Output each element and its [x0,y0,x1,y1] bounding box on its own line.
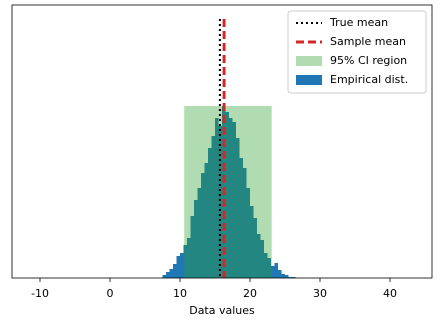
histogram-bar [204,163,208,278]
x-tick-label: 10 [173,287,187,300]
histogram-bar [194,200,198,278]
histogram-bar [169,269,173,278]
histogram-bar [215,118,219,278]
histogram-bar [274,263,278,278]
legend-label: True mean [329,16,388,29]
legend-box [287,10,427,94]
x-axis-label: Data values [189,304,255,317]
histogram-bar [250,206,254,278]
histogram-bar [166,272,170,278]
x-tick-label: 20 [243,287,257,300]
histogram-bar [253,218,257,278]
ci-region [184,106,272,278]
histogram-bar [190,216,194,278]
histogram-bar [264,253,268,278]
histogram-bar [243,168,247,278]
histogram-bar [267,258,271,278]
histogram-bar [285,275,289,278]
histogram-bar [257,234,261,278]
legend-marker [296,75,322,85]
histogram-bar [218,126,222,278]
histogram-bar [201,173,205,278]
legend-label: 95% CI region [330,54,407,67]
histogram-bar [211,136,215,278]
histogram-bar [225,112,229,278]
histogram-bar [288,277,292,278]
histogram-bar [292,277,296,278]
histogram-bar [232,122,236,278]
histogram-bar [197,188,201,278]
axes-frame [11,4,433,279]
x-tick-label: -10 [31,287,49,300]
histogram-bar [162,275,166,278]
histogram-bar [208,148,212,278]
histogram-bar [281,274,285,278]
legend-label: Empirical dist. [330,73,408,86]
histogram-bar [187,238,191,278]
legend-marker [296,56,322,66]
histogram-bar [176,256,180,278]
histogram-bar [246,188,250,278]
histogram-bar [260,240,264,278]
histogram-bar [229,118,233,278]
x-tick-label: 30 [313,287,327,300]
histogram-bar [278,270,282,278]
histogram-bar [236,138,240,278]
histogram-bar [183,245,187,278]
x-tick-label: 40 [383,287,397,300]
legend-label: Sample mean [330,35,406,48]
histogram-bar [239,158,243,278]
histogram-bar [271,266,275,278]
x-tick-label: 0 [107,287,114,300]
histogram-bar [173,264,177,278]
histogram-bar [180,253,184,278]
